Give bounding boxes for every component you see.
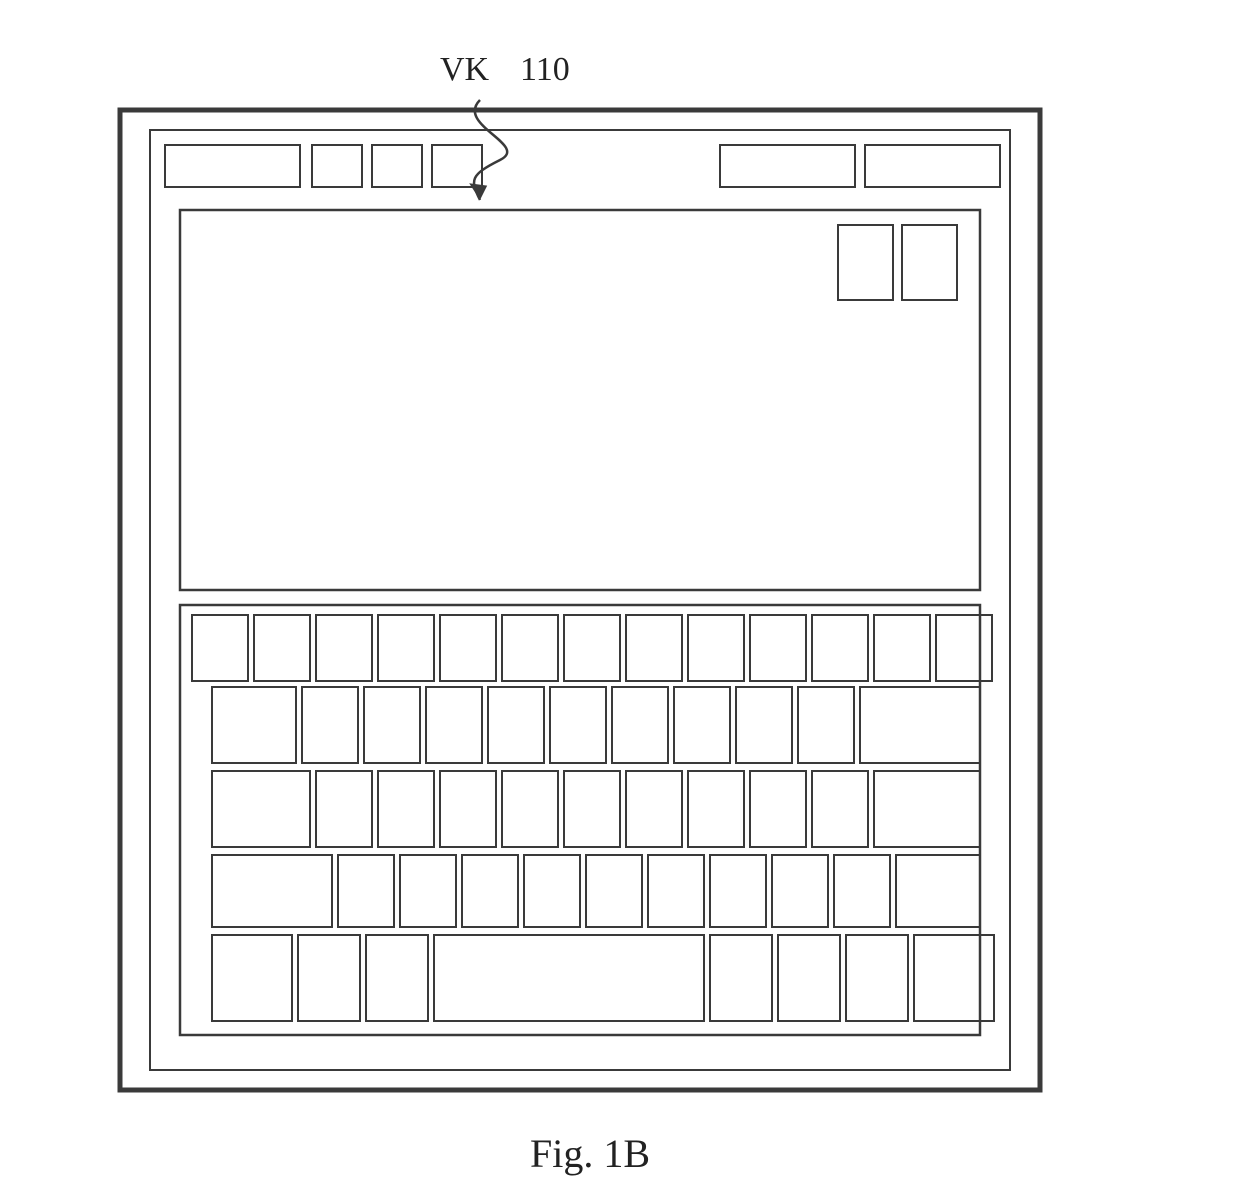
- figure-svg: [0, 0, 1240, 1200]
